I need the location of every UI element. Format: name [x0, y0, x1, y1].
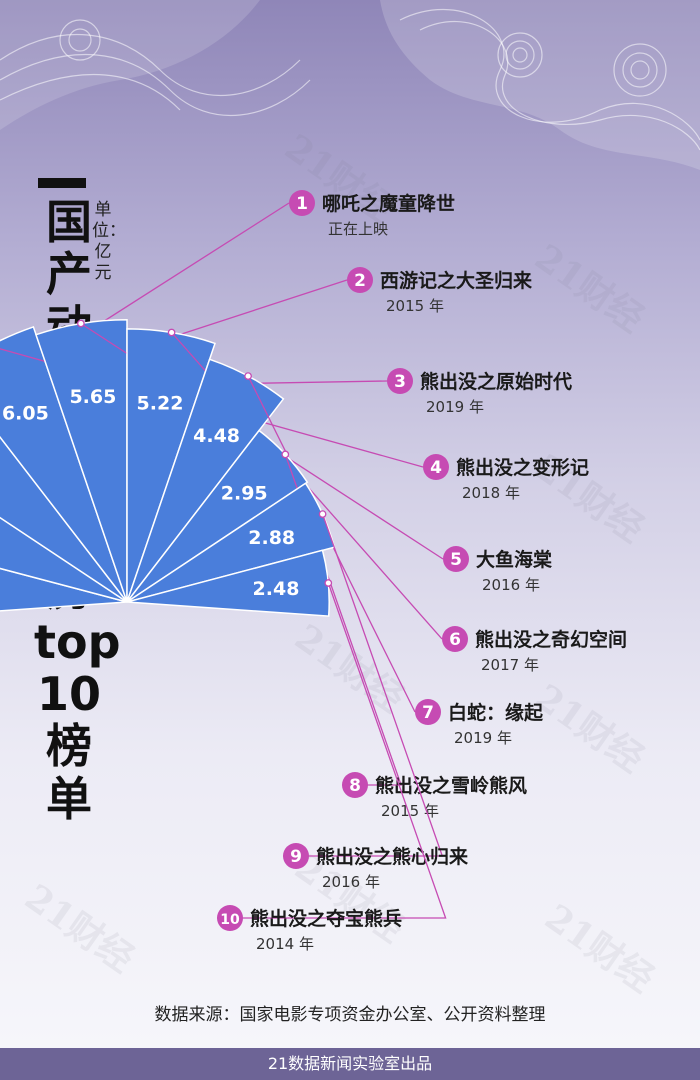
rank-number: 2: [354, 271, 366, 291]
release-year: 2019 年: [454, 729, 512, 747]
release-year: 2015 年: [386, 297, 444, 315]
film-title: 熊出没之原始时代: [420, 370, 572, 393]
film-title: 西游记之大圣归来: [380, 269, 532, 292]
bar-value-label: 5.65: [69, 386, 116, 408]
bar-value-label: 5.22: [137, 393, 184, 415]
leader-dot: [244, 372, 252, 380]
rank-badge: [217, 905, 243, 931]
release-year: 2016 年: [482, 576, 540, 594]
leader-dot: [318, 510, 327, 518]
release-year: 2018 年: [462, 484, 520, 502]
film-title: 白蛇：缘起: [448, 701, 544, 724]
bar-value-label: 2.95: [221, 483, 268, 505]
footer-credit: 21数据新闻实验室出品: [0, 1048, 700, 1080]
release-year: 2017 年: [481, 656, 539, 674]
leader-dot: [324, 579, 333, 587]
film-title: 哪吒之魔童降世: [322, 192, 455, 215]
rank-badge: [442, 626, 468, 652]
film-title: 大鱼海棠: [476, 548, 553, 571]
release-year: 2014 年: [256, 935, 314, 953]
film-title: 熊出没之夺宝熊兵: [250, 907, 402, 930]
rank-badge: [415, 699, 441, 725]
rank-number: 1: [296, 194, 308, 214]
title-glyph: 榜: [46, 719, 92, 774]
film-title: 熊出没之变形记: [456, 456, 589, 479]
leader-line: [283, 513, 444, 857]
rank-number: 6: [449, 630, 461, 650]
rank-badge: [342, 772, 368, 798]
rank-number: 4: [430, 458, 442, 478]
rank-number: 9: [290, 847, 302, 867]
rank-number: 10: [220, 912, 240, 928]
leader-dot: [167, 328, 176, 337]
chart-bar-rank-1: [0, 567, 128, 612]
title-glyph: 国: [46, 195, 92, 249]
film-title: 熊出没之雪岭熊风: [375, 774, 527, 797]
rank-badge: [289, 190, 315, 216]
swirl-cloud-decoration: [0, 0, 700, 170]
leader-line: [217, 582, 447, 919]
title-glyph: 10: [36, 666, 101, 721]
release-year: 正在上映: [328, 220, 388, 238]
rank-number: 8: [349, 776, 361, 796]
data-source-note: 数据来源：国家电影专项资金办公室、公开资料整理: [154, 1005, 546, 1025]
bar-value-label: 6.05: [2, 403, 49, 425]
rank-badge: [443, 546, 469, 572]
release-year: 2019 年: [426, 398, 484, 416]
release-year: 2016 年: [322, 873, 380, 891]
chart-bar-rank-4: [0, 325, 128, 603]
rank-badge: [387, 368, 413, 394]
title-accent-bar: [38, 178, 86, 188]
rank-number: 3: [394, 372, 406, 392]
leader-dot: [77, 319, 85, 328]
rank-badge: [283, 843, 309, 869]
title-glyph: 产: [46, 247, 92, 302]
rank-badge: [347, 267, 373, 293]
title-glyph: 单: [46, 771, 92, 826]
bar-value-label: 4.48: [193, 425, 240, 447]
film-title: 熊出没之奇幻空间: [475, 628, 627, 651]
film-title: 熊出没之熊心归来: [316, 845, 468, 868]
rank-number: 7: [422, 703, 434, 723]
leader-dot: [281, 450, 290, 459]
bar-value-label: 2.48: [253, 578, 300, 600]
rank-badge: [423, 454, 449, 480]
bar-value-label: 2.88: [248, 527, 295, 549]
rank-number: 5: [450, 550, 462, 570]
